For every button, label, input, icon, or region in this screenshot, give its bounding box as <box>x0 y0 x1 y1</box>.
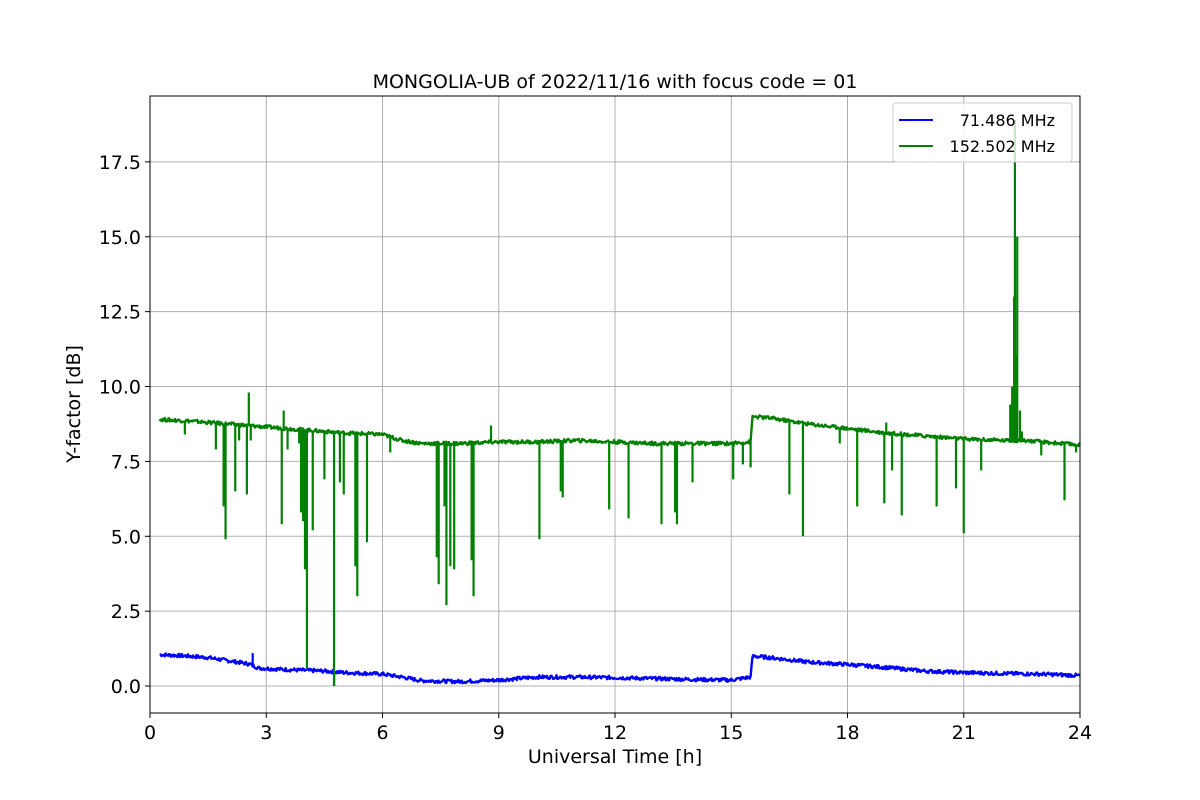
x-tick-label: 18 <box>835 722 859 744</box>
x-tick-label: 21 <box>952 722 976 744</box>
y-tick-label: 0.0 <box>111 676 141 698</box>
x-tick-label: 12 <box>603 722 627 744</box>
x-axis-label: Universal Time [h] <box>528 746 702 768</box>
ticks: 0 3 6 9 12 15 18 21 24 0.0 2.5 5.0 7.5 10.0 12.5 15.0 17… <box>99 152 1092 744</box>
y-axis-label: Y-factor [dB] <box>63 345 85 464</box>
series-2 <box>158 119 1082 687</box>
y-tick-label: 15.0 <box>99 227 141 249</box>
series-line <box>159 652 1081 685</box>
legend-label: 152.502 MHz <box>950 137 1055 156</box>
y-tick-label: 17.5 <box>99 152 141 174</box>
series-layer <box>158 119 1082 687</box>
y-tick-label: 2.5 <box>111 601 141 623</box>
y-tick-label: 12.5 <box>99 302 141 324</box>
series-line <box>158 414 1082 448</box>
legend-box <box>892 102 1073 163</box>
x-tick-label: 3 <box>260 722 272 744</box>
y-tick-label: 5.0 <box>111 526 141 548</box>
x-tick-label: 15 <box>719 722 743 744</box>
x-tick-label: 0 <box>144 722 156 744</box>
chart-title: MONGOLIA-UB of 2022/11/16 with focus cod… <box>373 71 858 93</box>
x-tick-label: 9 <box>493 722 505 744</box>
legend-label: 71.486 MHz <box>960 111 1055 130</box>
y-tick-label: 10.0 <box>99 377 141 399</box>
series-1 <box>159 652 1081 687</box>
x-tick-label: 6 <box>376 722 388 744</box>
y-tick-label: 7.5 <box>111 451 141 473</box>
grid <box>149 96 1081 713</box>
x-tick-label: 24 <box>1068 722 1092 744</box>
legend: 71.486 MHz 152.502 MHz <box>892 102 1073 163</box>
